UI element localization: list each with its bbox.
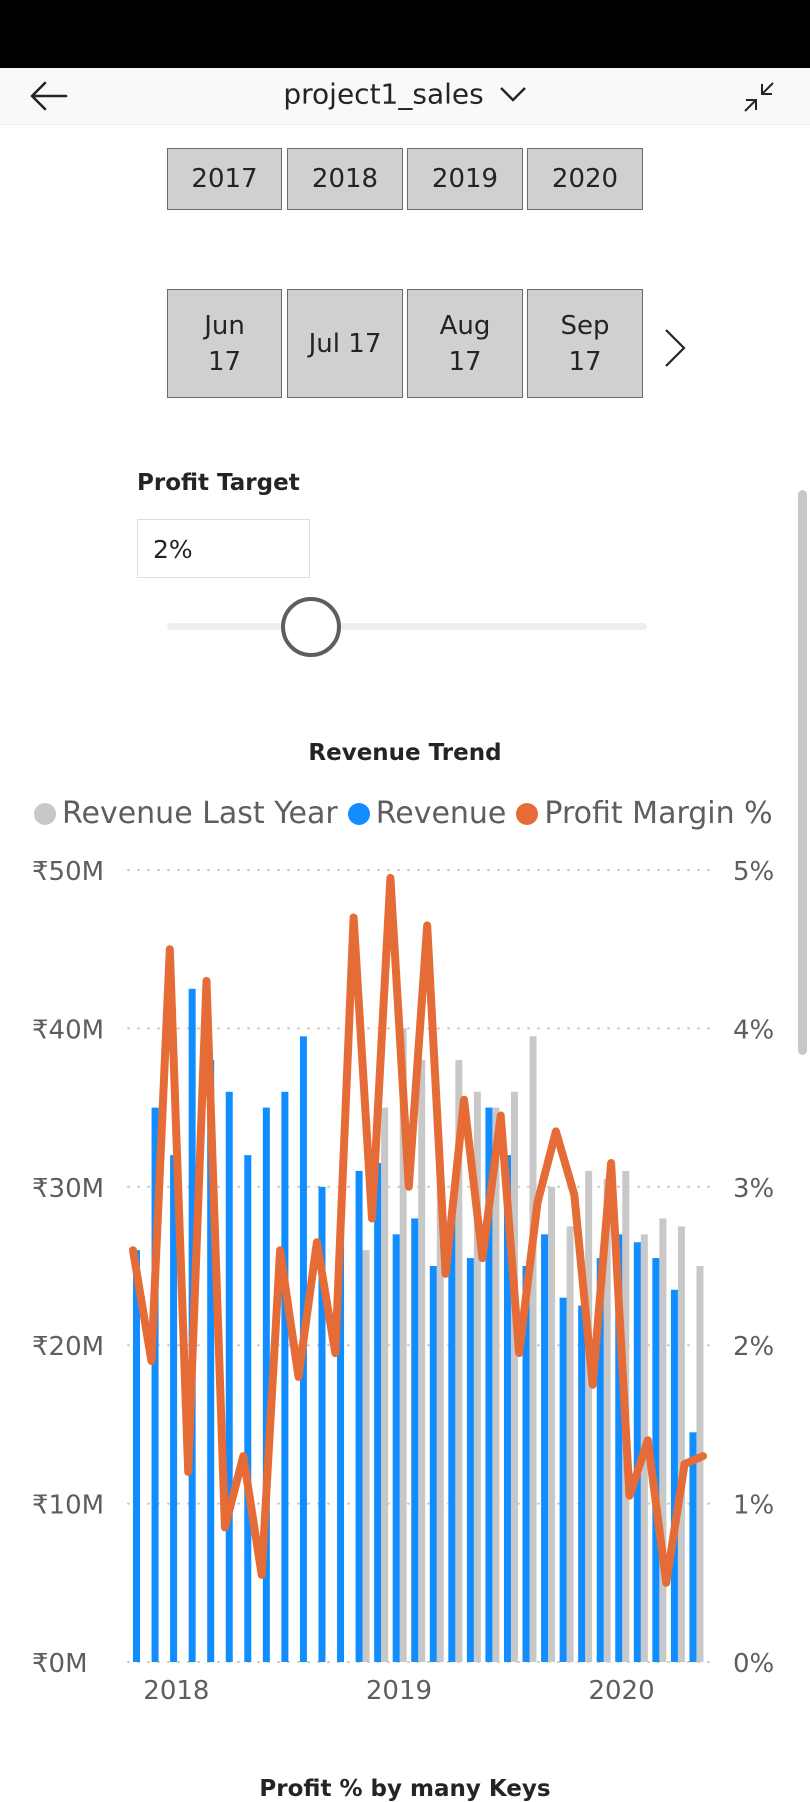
chevron-right-icon [665, 329, 686, 367]
bar-revenue [207, 1060, 215, 1662]
collapse-button[interactable] [742, 80, 776, 114]
y-left-tick-label: ₹50M [32, 857, 104, 887]
bar-revenue [392, 1234, 400, 1662]
bar-revenue-last-year [659, 1218, 667, 1662]
bar-revenue [633, 1242, 641, 1662]
profit-target-slider-track[interactable] [167, 623, 647, 630]
legend-item-revenue-last-year[interactable]: Revenue Last Year [34, 796, 338, 831]
bar-revenue [466, 1258, 474, 1662]
profit-target-slider-thumb[interactable] [281, 597, 341, 657]
y-right-tick-label: 2% [733, 1332, 774, 1362]
bar-revenue-last-year [381, 1107, 389, 1662]
y-right-tick-label: 5% [733, 857, 774, 887]
bar-revenue [374, 1163, 382, 1662]
y-right-tick-label: 3% [733, 1174, 774, 1204]
profit-target-input[interactable]: 2% [137, 519, 310, 578]
bar-revenue [670, 1289, 678, 1662]
bar-revenue-last-year [566, 1226, 574, 1662]
x-tick-label: 2018 [143, 1676, 209, 1706]
bar-revenue [355, 1170, 363, 1662]
month-button-aug-17[interactable]: Aug 17 [407, 289, 523, 398]
status-bar [0, 0, 810, 68]
bar-revenue [503, 1155, 511, 1662]
bar-revenue [689, 1432, 697, 1662]
bar-revenue [151, 1107, 159, 1662]
bar-revenue-last-year [418, 1060, 426, 1662]
month-button-jun-17[interactable]: Jun 17 [167, 289, 282, 398]
bar-revenue-last-year [399, 1028, 407, 1662]
chart-title: Revenue Trend [308, 740, 502, 766]
bar-revenue-last-year [436, 1170, 444, 1662]
month-button-jul-17[interactable]: Jul 17 [287, 289, 403, 398]
legend-item-revenue[interactable]: Revenue [347, 796, 506, 831]
bar-revenue [522, 1266, 530, 1662]
bar-revenue [596, 1258, 604, 1662]
bar-revenue [225, 1091, 233, 1662]
bar-revenue [615, 1234, 623, 1662]
bar-revenue [281, 1091, 289, 1662]
y-left-tick-label: ₹40M [32, 1015, 104, 1045]
bar-revenue [578, 1305, 586, 1662]
bar-revenue-last-year [510, 1091, 518, 1662]
legend-dot-icon [34, 802, 56, 825]
x-tick-label: 2020 [588, 1676, 654, 1706]
y-left-tick-label: ₹10M [32, 1491, 104, 1521]
revenue-trend-chart: ₹50M 5% ₹40M 4% ₹30M 3% ₹20M 2% ₹10M 1% ₹0M 0% 2018 2… [32, 857, 774, 1706]
legend-dot-icon [347, 802, 370, 825]
slicer-next-button[interactable] [660, 326, 690, 370]
bar-revenue [448, 1218, 456, 1662]
bar-revenue-last-year [585, 1170, 593, 1662]
chevron-down-icon [499, 87, 526, 102]
y-left-tick-label: ₹30M [32, 1174, 104, 1204]
y-left-tick-label: ₹20M [32, 1332, 104, 1362]
bar-revenue [429, 1266, 437, 1662]
bar-revenue [541, 1234, 549, 1662]
report-title: project1_sales [283, 77, 484, 111]
app-header: project1_sales [0, 68, 810, 125]
month-button-sep-17[interactable]: Sep 17 [527, 289, 643, 398]
bar-revenue-last-year [362, 1250, 370, 1662]
next-chart-title: Profit % by many Keys [259, 1776, 551, 1802]
y-right-tick-label: 1% [733, 1491, 774, 1521]
bar-revenue-last-year [455, 1060, 463, 1662]
y-right-tick-label: 0% [733, 1649, 774, 1679]
back-button[interactable] [28, 78, 72, 114]
collapse-icon [744, 82, 774, 112]
profit-target-label: Profit Target [137, 470, 300, 496]
bar-revenue [337, 1226, 345, 1662]
bar-revenue [170, 1155, 178, 1662]
report-title-dropdown[interactable]: project1_sales [0, 76, 810, 111]
year-button-2020[interactable]: 2020 [527, 148, 643, 210]
bar-revenue-last-year [473, 1091, 481, 1662]
scrollbar[interactable] [798, 490, 807, 1055]
bar-revenue-last-year [492, 1107, 500, 1662]
bar-revenue-last-year [529, 1036, 537, 1662]
bar-revenue [133, 1250, 140, 1662]
bar-revenue [652, 1258, 660, 1662]
arrow-left-icon [30, 81, 68, 111]
bar-revenue-last-year [677, 1226, 685, 1662]
bar-revenue [411, 1218, 419, 1662]
bar-revenue-last-year [603, 1178, 611, 1662]
bar-revenue [318, 1186, 326, 1662]
bar-revenue [262, 1107, 270, 1662]
year-button-2017[interactable]: 2017 [167, 148, 282, 210]
bar-revenue [244, 1155, 252, 1662]
legend-dot-icon [516, 802, 539, 825]
y-left-tick-label: ₹0M [32, 1649, 88, 1679]
chart-legend: Revenue Last Year Revenue Profit Margin … [34, 796, 783, 831]
year-button-2019[interactable]: 2019 [407, 148, 523, 210]
profit-margin-line [129, 873, 707, 1587]
bar-revenue-last-year [548, 1186, 556, 1662]
year-button-2018[interactable]: 2018 [287, 148, 403, 210]
x-tick-label: 2019 [366, 1676, 432, 1706]
bar-revenue-last-year [696, 1266, 704, 1662]
y-right-tick-label: 4% [733, 1015, 774, 1045]
legend-item-profit-margin[interactable]: Profit Margin % [516, 796, 773, 831]
bar-revenue [559, 1297, 567, 1662]
bar-revenue [485, 1107, 493, 1662]
